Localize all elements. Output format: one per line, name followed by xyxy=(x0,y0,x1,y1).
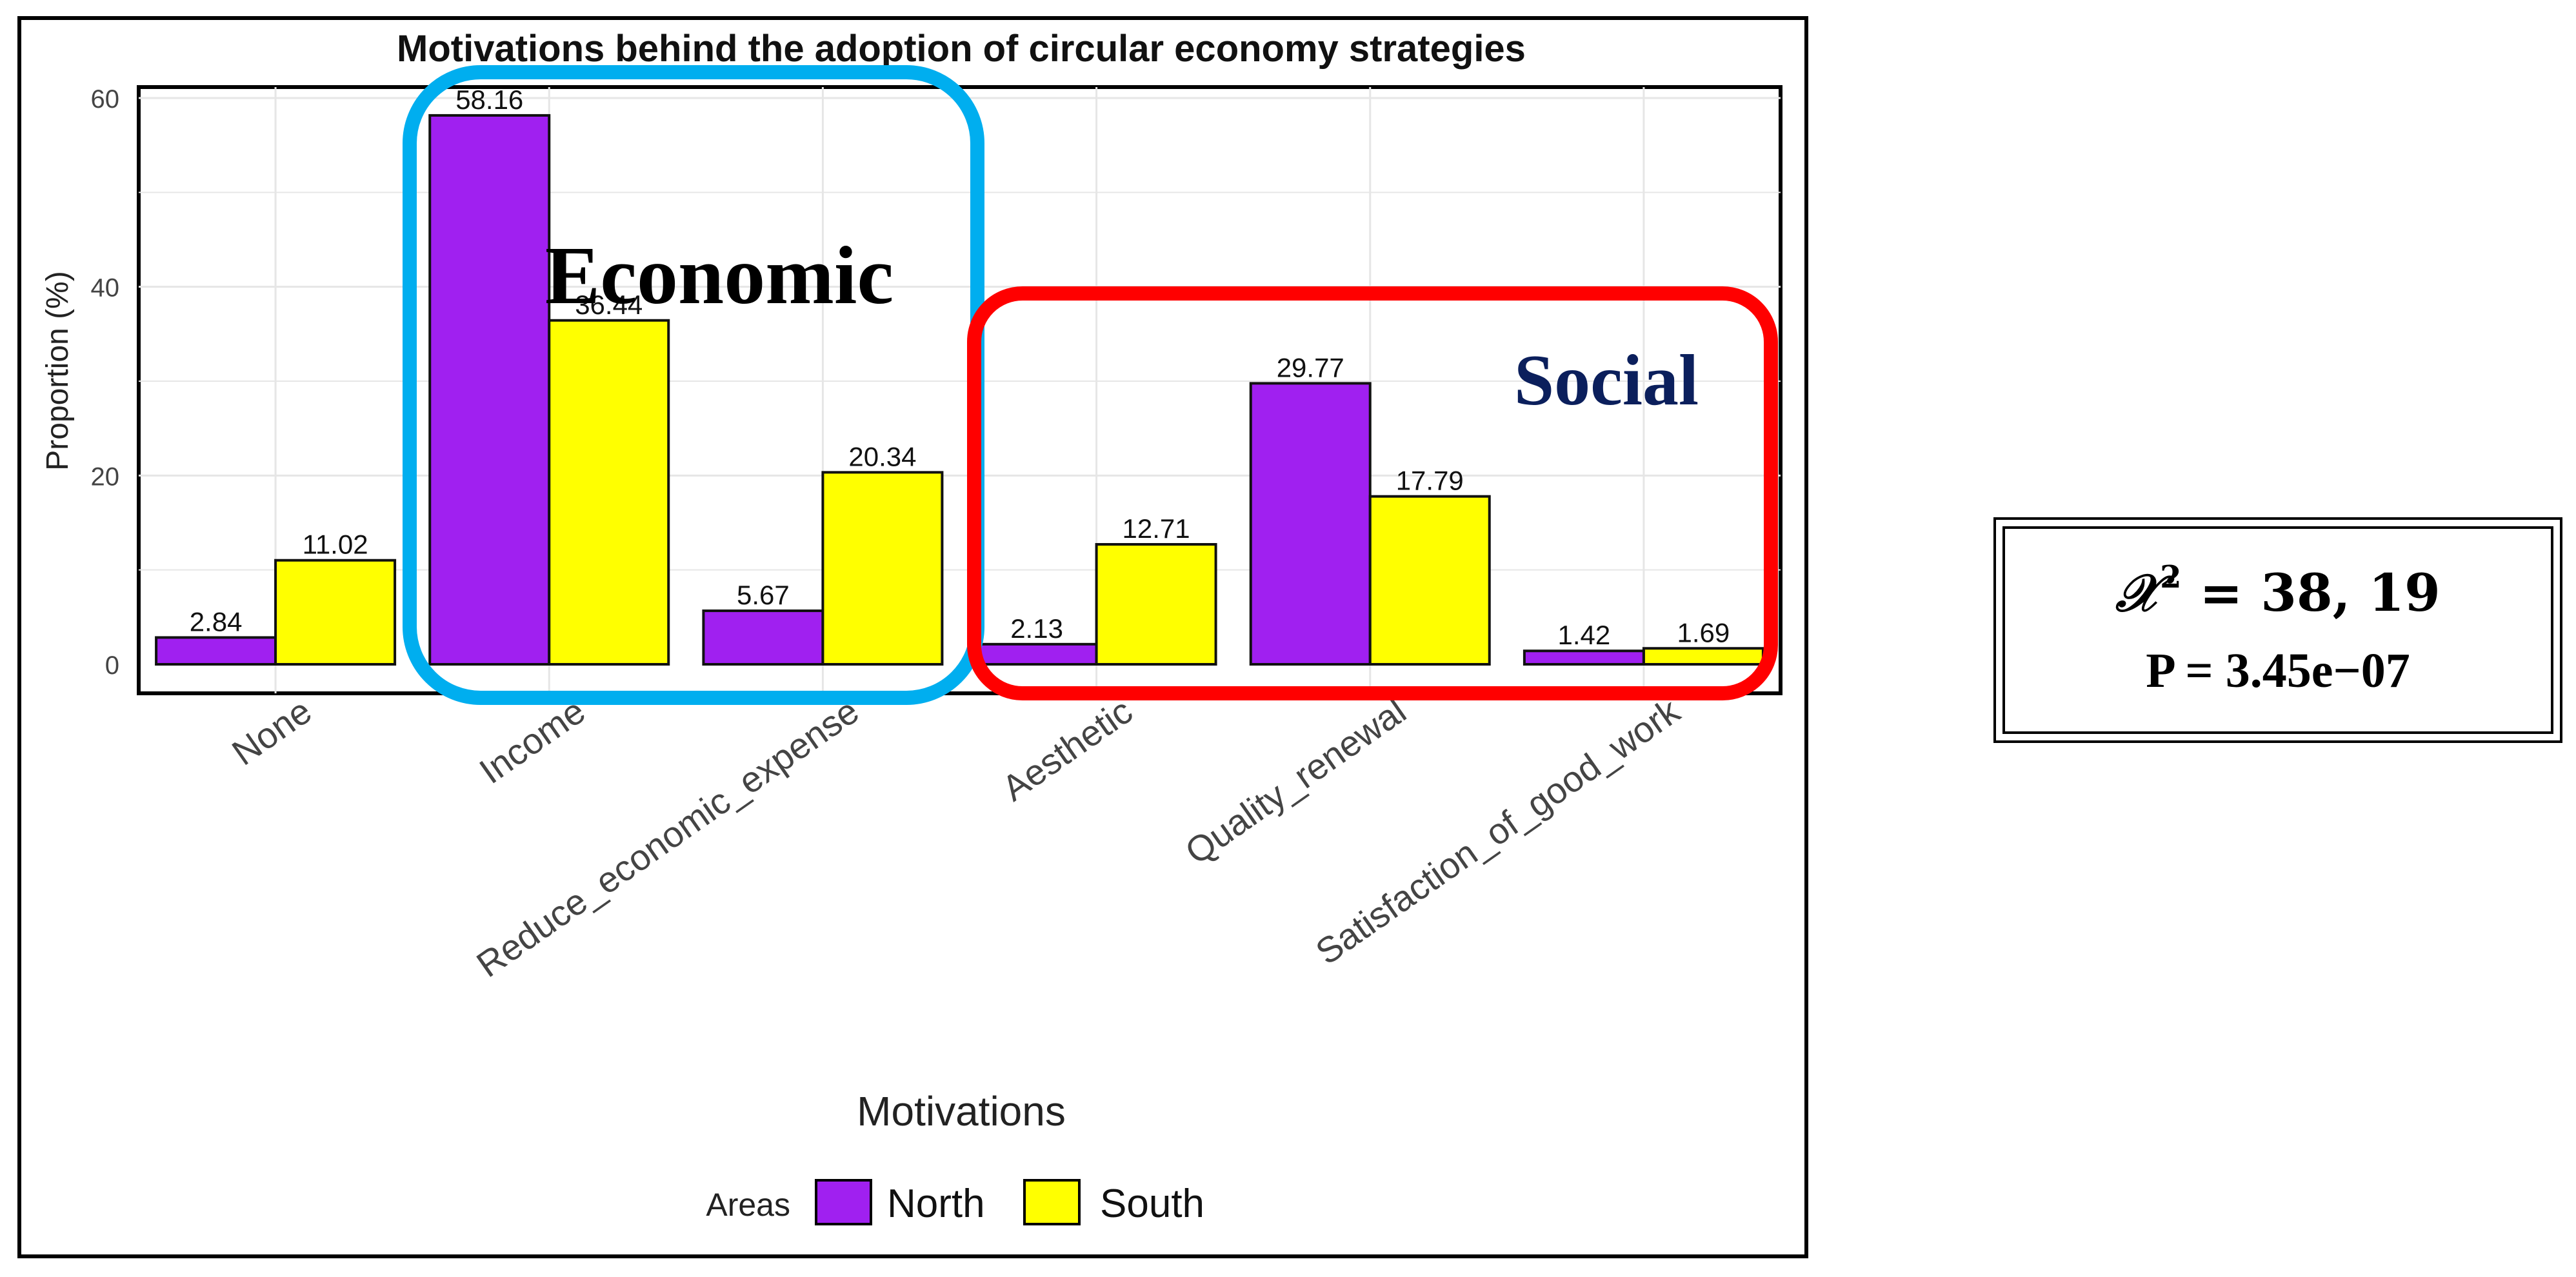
bar-north-reduce-economic-expense xyxy=(702,609,824,666)
bar-south-aesthetic xyxy=(1095,543,1217,666)
social-label: Social xyxy=(1514,341,1699,421)
data-label-north-aesthetic: 2.13 xyxy=(1010,613,1063,644)
data-label-north-income: 58.16 xyxy=(455,84,523,115)
bar-south-none xyxy=(274,559,397,666)
y-axis-ticks: 0 20 40 60 xyxy=(91,85,120,680)
y-axis-label: Proportion (%) xyxy=(41,271,75,470)
bar-south-reduce-economic-expense xyxy=(821,471,944,666)
data-label-south-reduce-economic-expense: 20.34 xyxy=(848,441,916,471)
statistics-box-inner: 𝒳2 = 38, 19 P = 3.45e−07 xyxy=(2002,526,2553,734)
bar-north-aesthetic xyxy=(975,642,1098,666)
y-tick-label: 0 xyxy=(105,651,119,680)
bar-south-income xyxy=(548,319,670,666)
chart-title: Motivations behind the adoption of circu… xyxy=(397,28,1526,70)
economic-label: Economic xyxy=(545,230,894,321)
chi-value: = 38, 19 xyxy=(2181,562,2441,624)
legend-swatch-south xyxy=(1023,1179,1081,1225)
data-label-south-quality-renewal: 17.79 xyxy=(1396,466,1464,496)
legend-swatch-north xyxy=(815,1179,872,1225)
bars xyxy=(155,114,1764,666)
bar-north-quality-renewal xyxy=(1249,382,1372,666)
bar-south-satisfaction-of-good-work xyxy=(1642,647,1764,666)
data-label-south-aesthetic: 12.71 xyxy=(1123,513,1190,544)
chi-square-result: 𝒳2 = 38, 19 xyxy=(2115,557,2440,626)
legend-label-south: South xyxy=(1100,1182,1204,1226)
data-label-south-income: 36.44 xyxy=(575,290,643,320)
bar-north-income xyxy=(428,114,551,666)
data-label-north-satisfaction-of-good-work: 1.42 xyxy=(1558,620,1611,650)
legend: Areas North South xyxy=(706,1179,1204,1226)
bar-north-satisfaction-of-good-work xyxy=(1523,649,1645,666)
statistics-box: 𝒳2 = 38, 19 P = 3.45e−07 xyxy=(1993,517,2562,743)
data-labels: 2.84 58.16 5.67 2.13 29.77 1.42 11.02 36.44 20.3… xyxy=(190,84,1730,650)
data-label-north-none: 2.84 xyxy=(190,606,243,637)
bar-north-none xyxy=(155,636,277,666)
legend-title: Areas xyxy=(706,1187,790,1223)
y-tick-label: 40 xyxy=(91,274,120,302)
data-label-south-satisfaction-of-good-work: 1.69 xyxy=(1677,617,1730,648)
legend-label-north: North xyxy=(887,1182,985,1226)
data-label-north-quality-renewal: 29.77 xyxy=(1277,352,1344,382)
chi-symbol: 𝒳 xyxy=(2115,562,2161,624)
social-group-box xyxy=(967,286,1778,700)
annotations: Economic Social xyxy=(403,65,1778,705)
y-tick-label: 20 xyxy=(91,462,120,491)
bar-south-quality-renewal xyxy=(1368,495,1491,666)
x-axis-label: Motivations xyxy=(857,1088,1066,1134)
data-label-north-reduce-economic-expense: 5.67 xyxy=(737,580,790,610)
p-value: P = 3.45e−07 xyxy=(2146,644,2410,698)
y-tick-label: 60 xyxy=(91,85,120,114)
chi-exponent: 2 xyxy=(2160,559,2182,596)
data-label-south-none: 11.02 xyxy=(303,530,368,560)
